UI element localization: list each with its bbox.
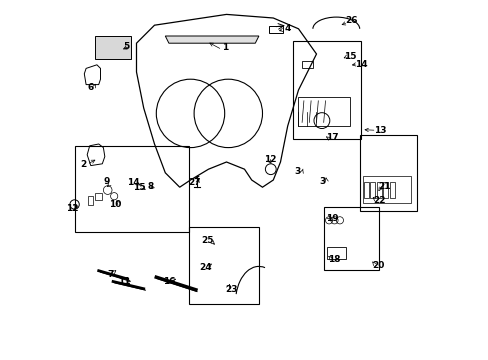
Bar <box>383 182 387 198</box>
Text: 18: 18 <box>327 256 340 264</box>
Text: 7: 7 <box>107 270 113 279</box>
Text: 12: 12 <box>264 155 277 163</box>
Text: 3: 3 <box>294 167 300 176</box>
Bar <box>188 227 258 304</box>
Text: 17: 17 <box>325 133 338 142</box>
Bar <box>376 182 381 198</box>
Text: 6: 6 <box>87 83 93 92</box>
Text: 15: 15 <box>344 52 356 61</box>
Text: 15: 15 <box>133 183 145 192</box>
Text: 14: 14 <box>127 179 140 188</box>
Text: 21: 21 <box>377 182 389 191</box>
Text: 26: 26 <box>345 17 357 26</box>
Bar <box>302 61 312 68</box>
Bar <box>359 135 416 211</box>
Bar <box>323 207 379 270</box>
Bar <box>95 36 131 59</box>
Text: 16: 16 <box>163 277 176 286</box>
Bar <box>363 182 368 198</box>
Text: 2: 2 <box>80 160 86 169</box>
Text: 25: 25 <box>201 236 214 245</box>
Bar <box>326 247 346 259</box>
Text: 24: 24 <box>199 263 212 272</box>
Bar <box>297 97 349 126</box>
Text: 10: 10 <box>108 200 121 209</box>
Text: 5: 5 <box>123 42 129 51</box>
Bar <box>389 182 394 198</box>
PathPatch shape <box>165 36 258 43</box>
Text: 23: 23 <box>224 284 237 294</box>
Text: 19: 19 <box>325 215 338 223</box>
Bar <box>88 196 93 205</box>
Text: 11: 11 <box>118 277 130 286</box>
Text: 20: 20 <box>371 261 384 270</box>
Bar <box>95 193 102 200</box>
Bar <box>362 176 410 203</box>
Bar <box>370 182 374 198</box>
Text: 9: 9 <box>103 177 110 186</box>
Text: 3: 3 <box>319 177 325 186</box>
Text: 14: 14 <box>354 60 367 69</box>
Bar <box>75 146 188 232</box>
Text: 4: 4 <box>285 24 291 33</box>
Bar <box>292 41 361 139</box>
Bar <box>268 26 283 33</box>
Text: 22: 22 <box>372 197 385 205</box>
Text: 1: 1 <box>221 43 227 52</box>
Text: 8: 8 <box>147 182 153 191</box>
Text: 27: 27 <box>187 179 200 188</box>
Text: 12: 12 <box>66 204 79 212</box>
Text: 13: 13 <box>373 126 386 135</box>
